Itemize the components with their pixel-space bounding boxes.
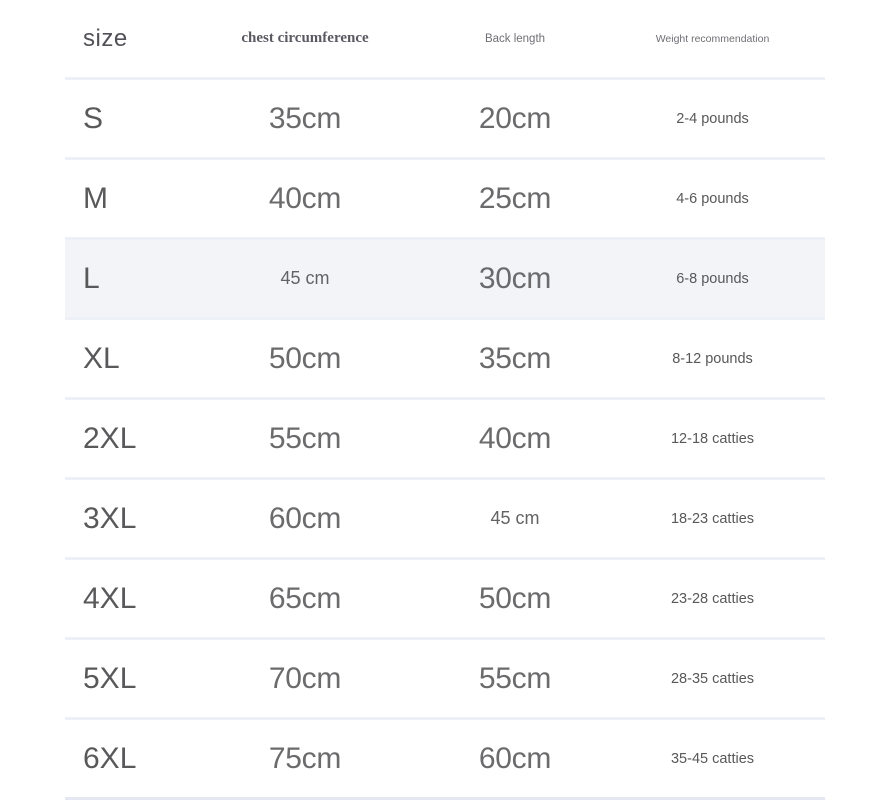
table-row-m: M 40cm 25cm 4-6 pounds: [65, 160, 825, 240]
chest-circumference-cell: 60cm: [268, 501, 342, 535]
table-row-2xl: 2XL 55cm 40cm 12-18 catties: [65, 400, 825, 480]
size-cell: 4XL: [83, 581, 137, 615]
chest-circumference-cell: 55cm: [268, 421, 342, 455]
table-row-5xl: 5XL 70cm 55cm 28-35 catties: [65, 640, 825, 720]
table-row-3xl: 3XL 60cm 45 cm 18-23 catties: [65, 480, 825, 560]
chest-circumference-cell: 35cm: [268, 101, 342, 135]
chest-circumference-cell: 50cm: [268, 341, 342, 375]
size-cell: M: [83, 181, 108, 215]
chest-circumference-cell: 65cm: [268, 581, 342, 615]
table-header-row: size chest circumference Back length Wei…: [65, 0, 825, 80]
size-cell: XL: [83, 341, 120, 375]
back-length-cell: 40cm: [478, 421, 552, 455]
table-row-xl: XL 50cm 35cm 8-12 pounds: [65, 320, 825, 400]
size-cell: 2XL: [83, 421, 137, 455]
table-body: S 35cm 20cm 2-4 pounds M 40cm 25cm 4-6 pounds L 4…: [65, 80, 825, 800]
weight-recommendation-cell: 6-8 pounds: [676, 270, 749, 287]
weight-recommendation-cell: 4-6 pounds: [676, 190, 749, 207]
column-header-size: size: [83, 24, 128, 52]
weight-recommendation-cell: 8-12 pounds: [672, 350, 753, 367]
back-length-cell: 45 cm: [490, 508, 540, 528]
back-length-cell: 20cm: [478, 101, 552, 135]
column-header-weight-recommendation: Weight recommendation: [655, 32, 770, 45]
size-cell: 3XL: [83, 501, 137, 535]
chest-circumference-cell: 75cm: [268, 741, 342, 775]
size-cell: S: [83, 101, 104, 135]
back-length-cell: 55cm: [478, 661, 552, 695]
back-length-cell: 35cm: [478, 341, 552, 375]
table-row-l: L 45 cm 30cm 6-8 pounds: [65, 240, 825, 320]
table-row-6xl: 6XL 75cm 60cm 35-45 catties: [65, 720, 825, 800]
weight-recommendation-cell: 12-18 catties: [670, 430, 755, 447]
table-row-s: S 35cm 20cm 2-4 pounds: [65, 80, 825, 160]
table-row-4xl: 4XL 65cm 50cm 23-28 catties: [65, 560, 825, 640]
weight-recommendation-cell: 23-28 catties: [670, 590, 755, 607]
weight-recommendation-cell: 2-4 pounds: [676, 110, 749, 127]
back-length-cell: 25cm: [478, 181, 552, 215]
chest-circumference-cell: 70cm: [268, 661, 342, 695]
chest-circumference-cell: 40cm: [268, 181, 342, 215]
back-length-cell: 60cm: [478, 741, 552, 775]
weight-recommendation-cell: 35-45 catties: [670, 750, 755, 767]
size-chart-table: size chest circumference Back length Wei…: [65, 0, 825, 800]
back-length-cell: 50cm: [478, 581, 552, 615]
weight-recommendation-cell: 28-35 catties: [670, 670, 755, 687]
chest-circumference-cell: 45 cm: [280, 268, 330, 288]
size-cell: 5XL: [83, 661, 137, 695]
size-cell: 6XL: [83, 741, 137, 775]
column-header-chest-circumference: chest circumference: [241, 30, 369, 46]
weight-recommendation-cell: 18-23 catties: [670, 510, 755, 527]
size-cell: L: [83, 261, 100, 295]
column-header-back-length: Back length: [484, 32, 546, 45]
back-length-cell: 30cm: [478, 261, 552, 295]
